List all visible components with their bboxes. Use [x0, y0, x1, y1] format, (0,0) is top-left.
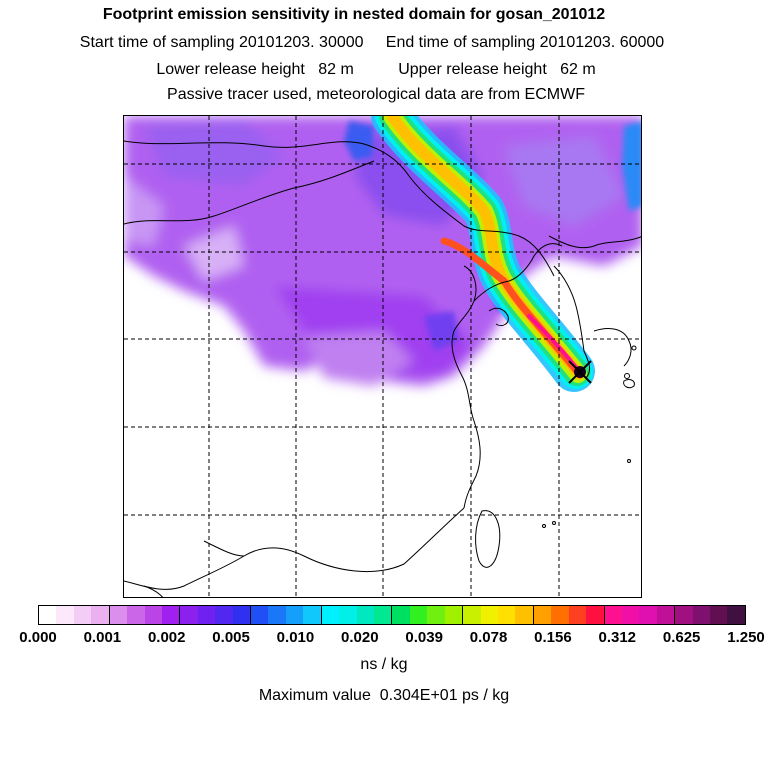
colorbar-cell — [392, 606, 410, 624]
colorbar-cell — [285, 606, 304, 624]
colorbar-cell — [215, 606, 233, 624]
tracer-info-line: Passive tracer used, meteorological data… — [167, 86, 585, 103]
colorbar-cell — [73, 606, 92, 624]
release-height-line: Lower release height 82 m Upper release … — [156, 61, 596, 78]
colorbar-label: 0.156 — [534, 629, 572, 646]
colorbar-cell — [56, 606, 74, 624]
colorbar-cell — [161, 606, 181, 624]
footprint-map — [123, 115, 642, 598]
colorbar-label: 0.078 — [469, 629, 508, 646]
colorbar-cell — [710, 606, 728, 624]
colorbar-cell — [427, 606, 445, 624]
colorbar-cell — [356, 606, 375, 624]
colorbar-label: 0.312 — [598, 629, 637, 646]
colorbar-cell — [409, 606, 428, 624]
colorbar-label: 0.000 — [19, 629, 57, 646]
colorbar-label: 0.039 — [405, 629, 443, 646]
colorbar-cell — [568, 606, 587, 624]
colorbar-cell — [303, 606, 322, 624]
colorbar-cell — [515, 606, 534, 624]
colorbar-label: 0.005 — [212, 629, 250, 646]
colorbar-cell — [497, 606, 516, 624]
colorbar-label: 0.001 — [83, 629, 122, 646]
colorbar-cell — [692, 606, 711, 624]
colorbar-cell — [268, 606, 286, 624]
colorbar-cell — [621, 606, 640, 624]
colorbar-label: 0.625 — [662, 629, 701, 646]
colorbar-cell — [675, 606, 693, 624]
colorbar-cell — [586, 606, 605, 624]
colorbar-cell — [463, 606, 481, 624]
colorbar-cell — [339, 606, 357, 624]
colorbar-cell — [232, 606, 252, 624]
small-islands — [542, 345, 637, 528]
coastlines — [124, 140, 641, 597]
colorbar-cell — [39, 606, 57, 624]
colorbar-cell — [533, 606, 552, 624]
colorbar-cell — [127, 606, 145, 624]
colorbar-cell — [144, 606, 162, 624]
colorbar-labels: 0.000 0.001 0.002 0.005 0.010 0.020 0.039 0.078… — [0, 629, 768, 649]
colorbar-cell — [109, 606, 128, 624]
x-marker-icon — [568, 360, 592, 384]
colorbar-cell — [480, 606, 498, 624]
colorbar-label: 1.250 — [727, 629, 765, 646]
colorbar-cell — [727, 606, 745, 624]
map-canvas — [124, 116, 641, 597]
page-title: Footprint emission sensitivity in nested… — [102, 6, 606, 23]
colorbar-cell — [374, 606, 393, 624]
colorbar-label: 0.002 — [147, 629, 186, 646]
colorbar-units: ns / kg — [360, 656, 408, 673]
lat-lon-grid — [124, 116, 641, 597]
colorbar-cell — [604, 606, 622, 624]
colorbar-cell — [197, 606, 216, 624]
colorbar-cell — [551, 606, 569, 624]
colorbar-label: 0.020 — [341, 629, 379, 646]
colorbar-label: 0.010 — [276, 629, 315, 646]
colorbar-cell — [444, 606, 464, 624]
colorbar-cell — [321, 606, 340, 624]
maximum-value-line: Maximum value 0.304E+01 ps / kg — [258, 687, 510, 704]
colorbar-cell — [91, 606, 110, 624]
colorbar — [38, 605, 746, 625]
colorbar-cell — [180, 606, 198, 624]
colorbar-cell — [639, 606, 657, 624]
colorbar-cell — [251, 606, 269, 624]
colorbar-cell — [656, 606, 676, 624]
sampling-time-line: Start time of sampling 20101203. 30000 E… — [79, 34, 665, 51]
